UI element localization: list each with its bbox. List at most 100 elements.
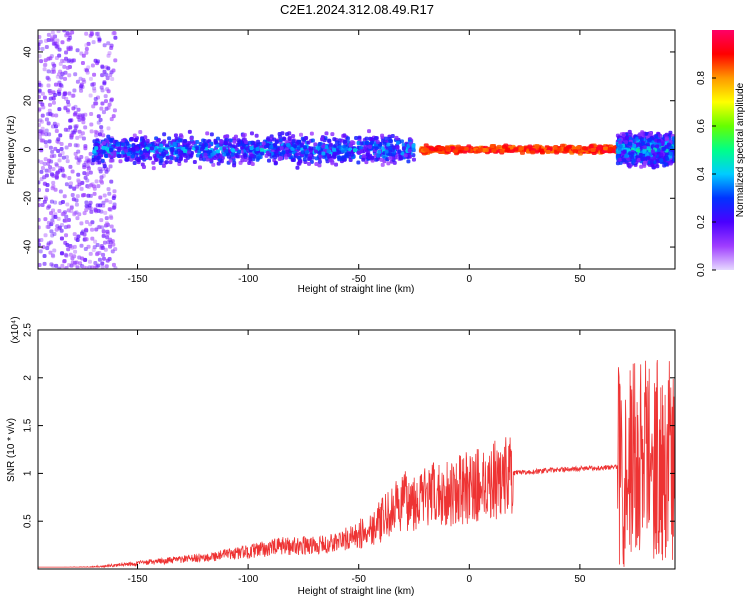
heatmap-cell <box>79 221 84 226</box>
heatmap-cell <box>509 148 515 153</box>
heatmap-cell <box>395 140 400 145</box>
heatmap-cell <box>100 265 105 269</box>
heatmap-cell <box>101 256 106 261</box>
heatmap-cell <box>44 197 49 202</box>
heatmap-cell <box>183 154 188 159</box>
heatmap-cell <box>354 135 359 140</box>
heatmap-cell <box>53 92 58 97</box>
heatmap-cell <box>189 136 194 141</box>
heatmap-cell <box>273 160 278 165</box>
colorbar-tick-label: 0.6 <box>696 119 707 133</box>
heatmap-cell <box>55 122 60 127</box>
heatmap-cell <box>108 73 113 78</box>
heatmap-cell <box>164 160 169 165</box>
heatmap-cell <box>445 146 451 151</box>
heatmap-cell <box>101 141 106 146</box>
heatmap-cell <box>47 204 52 209</box>
heatmap-cell <box>309 131 314 136</box>
heatmap-cell <box>40 91 45 96</box>
heatmap-cell <box>100 88 105 93</box>
heatmap-cell <box>83 160 88 165</box>
heatmap-cell <box>304 136 309 141</box>
heatmap-cell <box>47 102 52 107</box>
heatmap-cell <box>202 157 207 162</box>
heatmap-cell <box>80 131 85 136</box>
heatmap-cell <box>47 139 52 144</box>
heatmap-cell <box>387 136 392 141</box>
heatmap-cell <box>88 222 93 227</box>
heatmap-cell <box>203 142 208 147</box>
heatmap-cell <box>99 106 104 111</box>
heatmap-cell <box>84 200 89 205</box>
heatmap-cell <box>86 193 91 198</box>
heatmap-cell <box>141 138 146 143</box>
heatmap-cell <box>109 147 114 152</box>
heatmap-cell <box>93 129 98 134</box>
heatmap-cell <box>97 37 102 42</box>
heatmap-cell <box>64 214 69 219</box>
heatmap-cell <box>83 125 88 130</box>
heatmap-cell <box>240 158 245 163</box>
heatmap-cell <box>304 150 309 155</box>
colorbar-tick-label: 0.0 <box>696 263 707 277</box>
heatmap-cell <box>84 156 89 161</box>
heatmap-cell <box>38 122 42 127</box>
heatmap-cell <box>87 265 92 269</box>
heatmap-cell <box>108 158 113 163</box>
heatmap-cell <box>102 164 107 169</box>
heatmap-cell <box>170 150 175 155</box>
heatmap-cell <box>103 94 108 99</box>
heatmap-cell <box>109 98 114 103</box>
heatmap-cell <box>369 140 374 145</box>
heatmap-cell <box>650 163 655 168</box>
heatmap-cell <box>50 220 55 225</box>
heatmap-cell <box>337 150 342 155</box>
heatmap-cell <box>373 136 378 141</box>
heatmap-cell <box>330 132 335 137</box>
heatmap-cell <box>64 155 69 160</box>
heatmap-cell <box>57 153 62 158</box>
heatmap-cell <box>43 233 48 238</box>
heatmap-cell <box>255 142 260 147</box>
heatmap-cell <box>56 140 61 145</box>
heatmap-cell <box>491 148 497 153</box>
heatmap-cell <box>401 143 406 148</box>
heatmap-cell <box>81 265 86 269</box>
snr-x-tick-label: -100 <box>238 574 258 585</box>
heatmap-cell <box>46 220 51 225</box>
heatmap-cell <box>100 261 105 266</box>
heatmap-cell <box>273 155 278 160</box>
heatmap-cell <box>250 161 255 166</box>
heatmap-cell <box>82 232 87 237</box>
heatmap-cell <box>84 50 89 55</box>
heatmap-cell <box>655 164 660 169</box>
heatmap-cell <box>590 148 596 153</box>
heatmap-cell <box>80 113 85 118</box>
heatmap-cell <box>209 158 214 163</box>
heatmap-cell <box>132 161 137 166</box>
heatmap-cell <box>38 217 41 222</box>
heatmap-cell <box>255 147 260 152</box>
heatmap-cell <box>74 202 79 207</box>
heatmap-cell <box>219 146 224 151</box>
heatmap-cell <box>75 79 80 84</box>
heatmap-cell <box>45 246 50 251</box>
heatmap-cell <box>112 189 117 194</box>
heatmap-cell <box>274 149 279 154</box>
heatmap-y-tick-label: 0 <box>23 146 34 152</box>
heatmap-cell <box>66 47 71 52</box>
heatmap-cell <box>70 169 75 174</box>
heatmap-cell <box>50 30 55 35</box>
heatmap-cell <box>668 130 673 135</box>
heatmap-cell <box>84 47 89 52</box>
heatmap-cell <box>48 91 53 96</box>
heatmap-cell <box>209 132 214 137</box>
colorbar-tick-label: 0.8 <box>696 71 707 85</box>
heatmap-cell <box>237 149 242 154</box>
heatmap-cell <box>91 104 96 109</box>
heatmap-cell <box>54 175 59 180</box>
heatmap-cell <box>624 140 629 145</box>
heatmap-cell <box>75 216 80 221</box>
heatmap-cell <box>291 134 296 139</box>
heatmap-cell <box>86 166 91 171</box>
